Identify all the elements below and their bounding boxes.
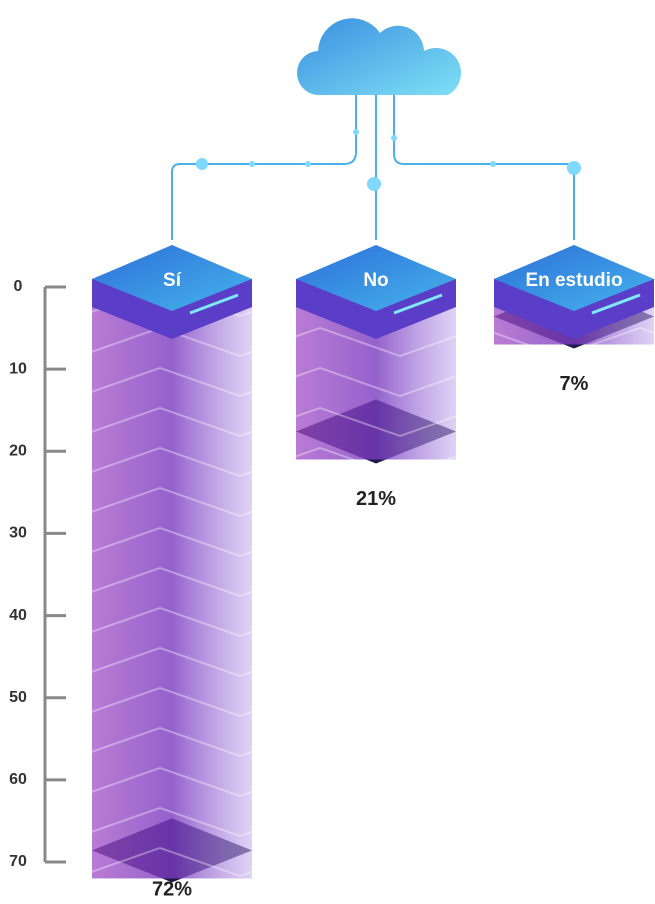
value-label: 21% xyxy=(356,488,396,510)
value-label: 72% xyxy=(152,878,192,900)
cloud-network xyxy=(171,18,581,240)
cap-light xyxy=(393,293,443,315)
cap-top xyxy=(296,245,456,311)
category-label: En estudio xyxy=(525,270,622,291)
cap-light xyxy=(591,293,641,315)
y-tick-label: 20 xyxy=(9,443,27,460)
y-tick-label: 40 xyxy=(9,607,27,624)
y-tick-label: 50 xyxy=(9,689,27,706)
y-tick-label: 70 xyxy=(9,853,27,870)
connectors xyxy=(171,95,575,240)
y-tick-label: 10 xyxy=(9,360,27,377)
y-tick-label: 30 xyxy=(9,525,27,542)
nodes xyxy=(196,129,581,191)
y-tick-label: 0 xyxy=(14,278,23,295)
y-tick-label: 60 xyxy=(9,771,27,788)
bar-layers xyxy=(92,287,252,879)
cap-light xyxy=(189,293,239,315)
value-label: 7% xyxy=(560,373,589,395)
category-label: Sí xyxy=(163,270,182,291)
cap-top xyxy=(92,245,252,311)
cap-top xyxy=(494,245,654,311)
cloud xyxy=(296,18,462,96)
category-label: No xyxy=(363,270,388,291)
